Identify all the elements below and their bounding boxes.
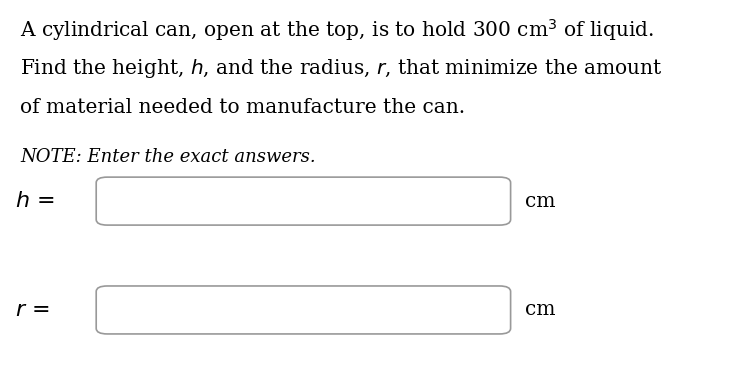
Text: cm: cm [525,300,556,320]
FancyBboxPatch shape [96,177,511,225]
Text: Find the height, $h$, and the radius, $r$, that minimize the amount: Find the height, $h$, and the radius, $r… [20,57,662,80]
Text: $r$ =: $r$ = [15,299,50,321]
FancyBboxPatch shape [96,286,511,334]
Text: NOTE: Enter the exact answers.: NOTE: Enter the exact answers. [20,148,315,166]
Text: A cylindrical can, open at the top, is to hold 300 cm$^3$ of liquid.: A cylindrical can, open at the top, is t… [20,17,654,42]
Text: of material needed to manufacture the can.: of material needed to manufacture the ca… [20,98,465,117]
Text: $h$ =: $h$ = [15,190,54,212]
Text: cm: cm [525,192,556,211]
